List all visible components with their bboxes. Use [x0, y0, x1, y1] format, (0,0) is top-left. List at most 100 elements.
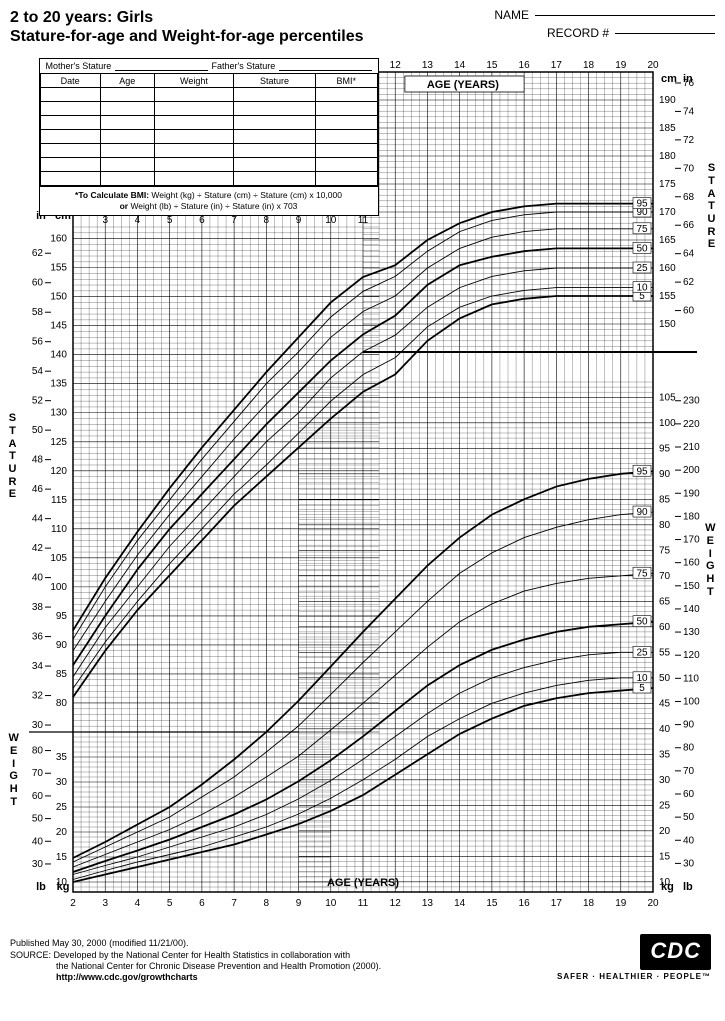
svg-text:100: 100	[50, 582, 67, 593]
svg-text:11: 11	[357, 898, 368, 909]
svg-text:32: 32	[31, 691, 43, 702]
svg-text:20: 20	[647, 60, 659, 71]
table-row[interactable]	[40, 130, 377, 144]
svg-text:105: 105	[50, 553, 67, 564]
mother-stature-blank[interactable]	[115, 61, 207, 71]
svg-text:190: 190	[659, 95, 676, 106]
record-blank[interactable]	[615, 33, 715, 34]
name-blank[interactable]	[535, 15, 715, 16]
svg-text:12: 12	[389, 898, 401, 909]
svg-text:36: 36	[31, 632, 43, 643]
svg-text:68: 68	[683, 192, 695, 203]
svg-text:30: 30	[659, 775, 671, 786]
svg-text:35: 35	[659, 750, 671, 761]
svg-text:20: 20	[659, 826, 671, 837]
svg-text:17: 17	[550, 60, 562, 71]
svg-text:54: 54	[31, 367, 43, 378]
svg-text:145: 145	[50, 321, 67, 332]
table-row[interactable]	[40, 172, 377, 186]
svg-text:44: 44	[31, 514, 43, 525]
svg-text:19: 19	[615, 898, 627, 909]
title-line1: 2 to 20 years: Girls	[10, 8, 364, 27]
svg-text:25: 25	[636, 263, 648, 274]
svg-text:35: 35	[55, 752, 67, 763]
svg-text:70: 70	[31, 769, 43, 780]
svg-text:45: 45	[659, 699, 671, 710]
svg-text:85: 85	[55, 669, 67, 680]
svg-text:4: 4	[134, 898, 140, 909]
data-entry-table[interactable]: DateAgeWeightStatureBMI*	[40, 73, 378, 186]
name-record-block: NAME RECORD #	[494, 8, 715, 44]
title-block: 2 to 20 years: Girls Stature-for-age and…	[10, 8, 364, 46]
svg-text:40: 40	[659, 724, 671, 735]
svg-text:25: 25	[659, 801, 671, 812]
svg-text:74: 74	[683, 107, 695, 118]
svg-text:lb: lb	[36, 881, 46, 893]
svg-text:5: 5	[639, 683, 645, 694]
svg-text:58: 58	[31, 308, 43, 319]
svg-text:72: 72	[683, 135, 695, 146]
father-stature-label: Father's Stature	[212, 61, 276, 71]
svg-text:70: 70	[683, 766, 695, 777]
svg-text:50: 50	[636, 617, 648, 628]
svg-text:11: 11	[357, 215, 368, 226]
svg-text:120: 120	[50, 466, 67, 477]
svg-text:90: 90	[683, 720, 695, 731]
title-line2: Stature-for-age and Weight-for-age perce…	[10, 27, 364, 46]
svg-text:8: 8	[263, 898, 269, 909]
svg-text:175: 175	[659, 179, 676, 190]
svg-text:7: 7	[231, 215, 237, 226]
svg-text:160: 160	[50, 234, 67, 245]
svg-text:25: 25	[636, 648, 648, 659]
svg-text:155: 155	[50, 263, 67, 274]
svg-text:90: 90	[659, 469, 671, 480]
svg-text:cm: cm	[661, 73, 677, 85]
table-row[interactable]	[40, 158, 377, 172]
side-label-stature-left: STATURE	[9, 412, 18, 500]
svg-text:170: 170	[683, 535, 700, 546]
svg-text:7: 7	[231, 898, 237, 909]
table-row[interactable]	[40, 102, 377, 116]
svg-text:110: 110	[683, 674, 699, 685]
svg-text:160: 160	[683, 558, 700, 569]
svg-text:62: 62	[683, 277, 695, 288]
table-row[interactable]	[40, 88, 377, 102]
svg-text:10: 10	[325, 898, 337, 909]
svg-text:15: 15	[55, 852, 67, 863]
table-row[interactable]	[40, 144, 377, 158]
svg-text:9: 9	[295, 215, 301, 226]
svg-text:15: 15	[486, 60, 498, 71]
svg-text:150: 150	[659, 319, 676, 330]
svg-text:75: 75	[636, 569, 648, 580]
svg-text:95: 95	[659, 444, 671, 455]
svg-text:55: 55	[659, 648, 671, 659]
svg-text:34: 34	[31, 661, 43, 672]
svg-text:210: 210	[683, 442, 700, 453]
svg-text:40: 40	[31, 573, 43, 584]
svg-text:80: 80	[31, 746, 43, 757]
svg-text:30: 30	[683, 859, 695, 870]
svg-text:65: 65	[659, 597, 671, 608]
cdc-tagline: SAFER · HEALTHIER · PEOPLE™	[557, 972, 711, 981]
svg-text:13: 13	[421, 60, 433, 71]
svg-text:lb: lb	[683, 881, 693, 893]
svg-text:66: 66	[683, 221, 695, 232]
header: 2 to 20 years: Girls Stature-for-age and…	[10, 8, 715, 46]
svg-text:64: 64	[683, 249, 695, 260]
svg-text:105: 105	[659, 393, 676, 404]
svg-text:13: 13	[421, 898, 433, 909]
svg-text:120: 120	[683, 651, 700, 662]
svg-text:25: 25	[55, 802, 67, 813]
svg-text:115: 115	[51, 495, 67, 506]
svg-text:30: 30	[31, 859, 43, 870]
svg-text:3: 3	[102, 898, 108, 909]
father-stature-blank[interactable]	[279, 61, 371, 71]
svg-text:110: 110	[51, 524, 67, 535]
svg-text:95: 95	[55, 611, 67, 622]
svg-text:AGE (YEARS): AGE (YEARS)	[326, 877, 398, 889]
svg-text:190: 190	[683, 489, 700, 500]
svg-text:17: 17	[550, 898, 562, 909]
table-row[interactable]	[40, 116, 377, 130]
svg-text:2: 2	[70, 898, 76, 909]
svg-text:19: 19	[615, 60, 627, 71]
